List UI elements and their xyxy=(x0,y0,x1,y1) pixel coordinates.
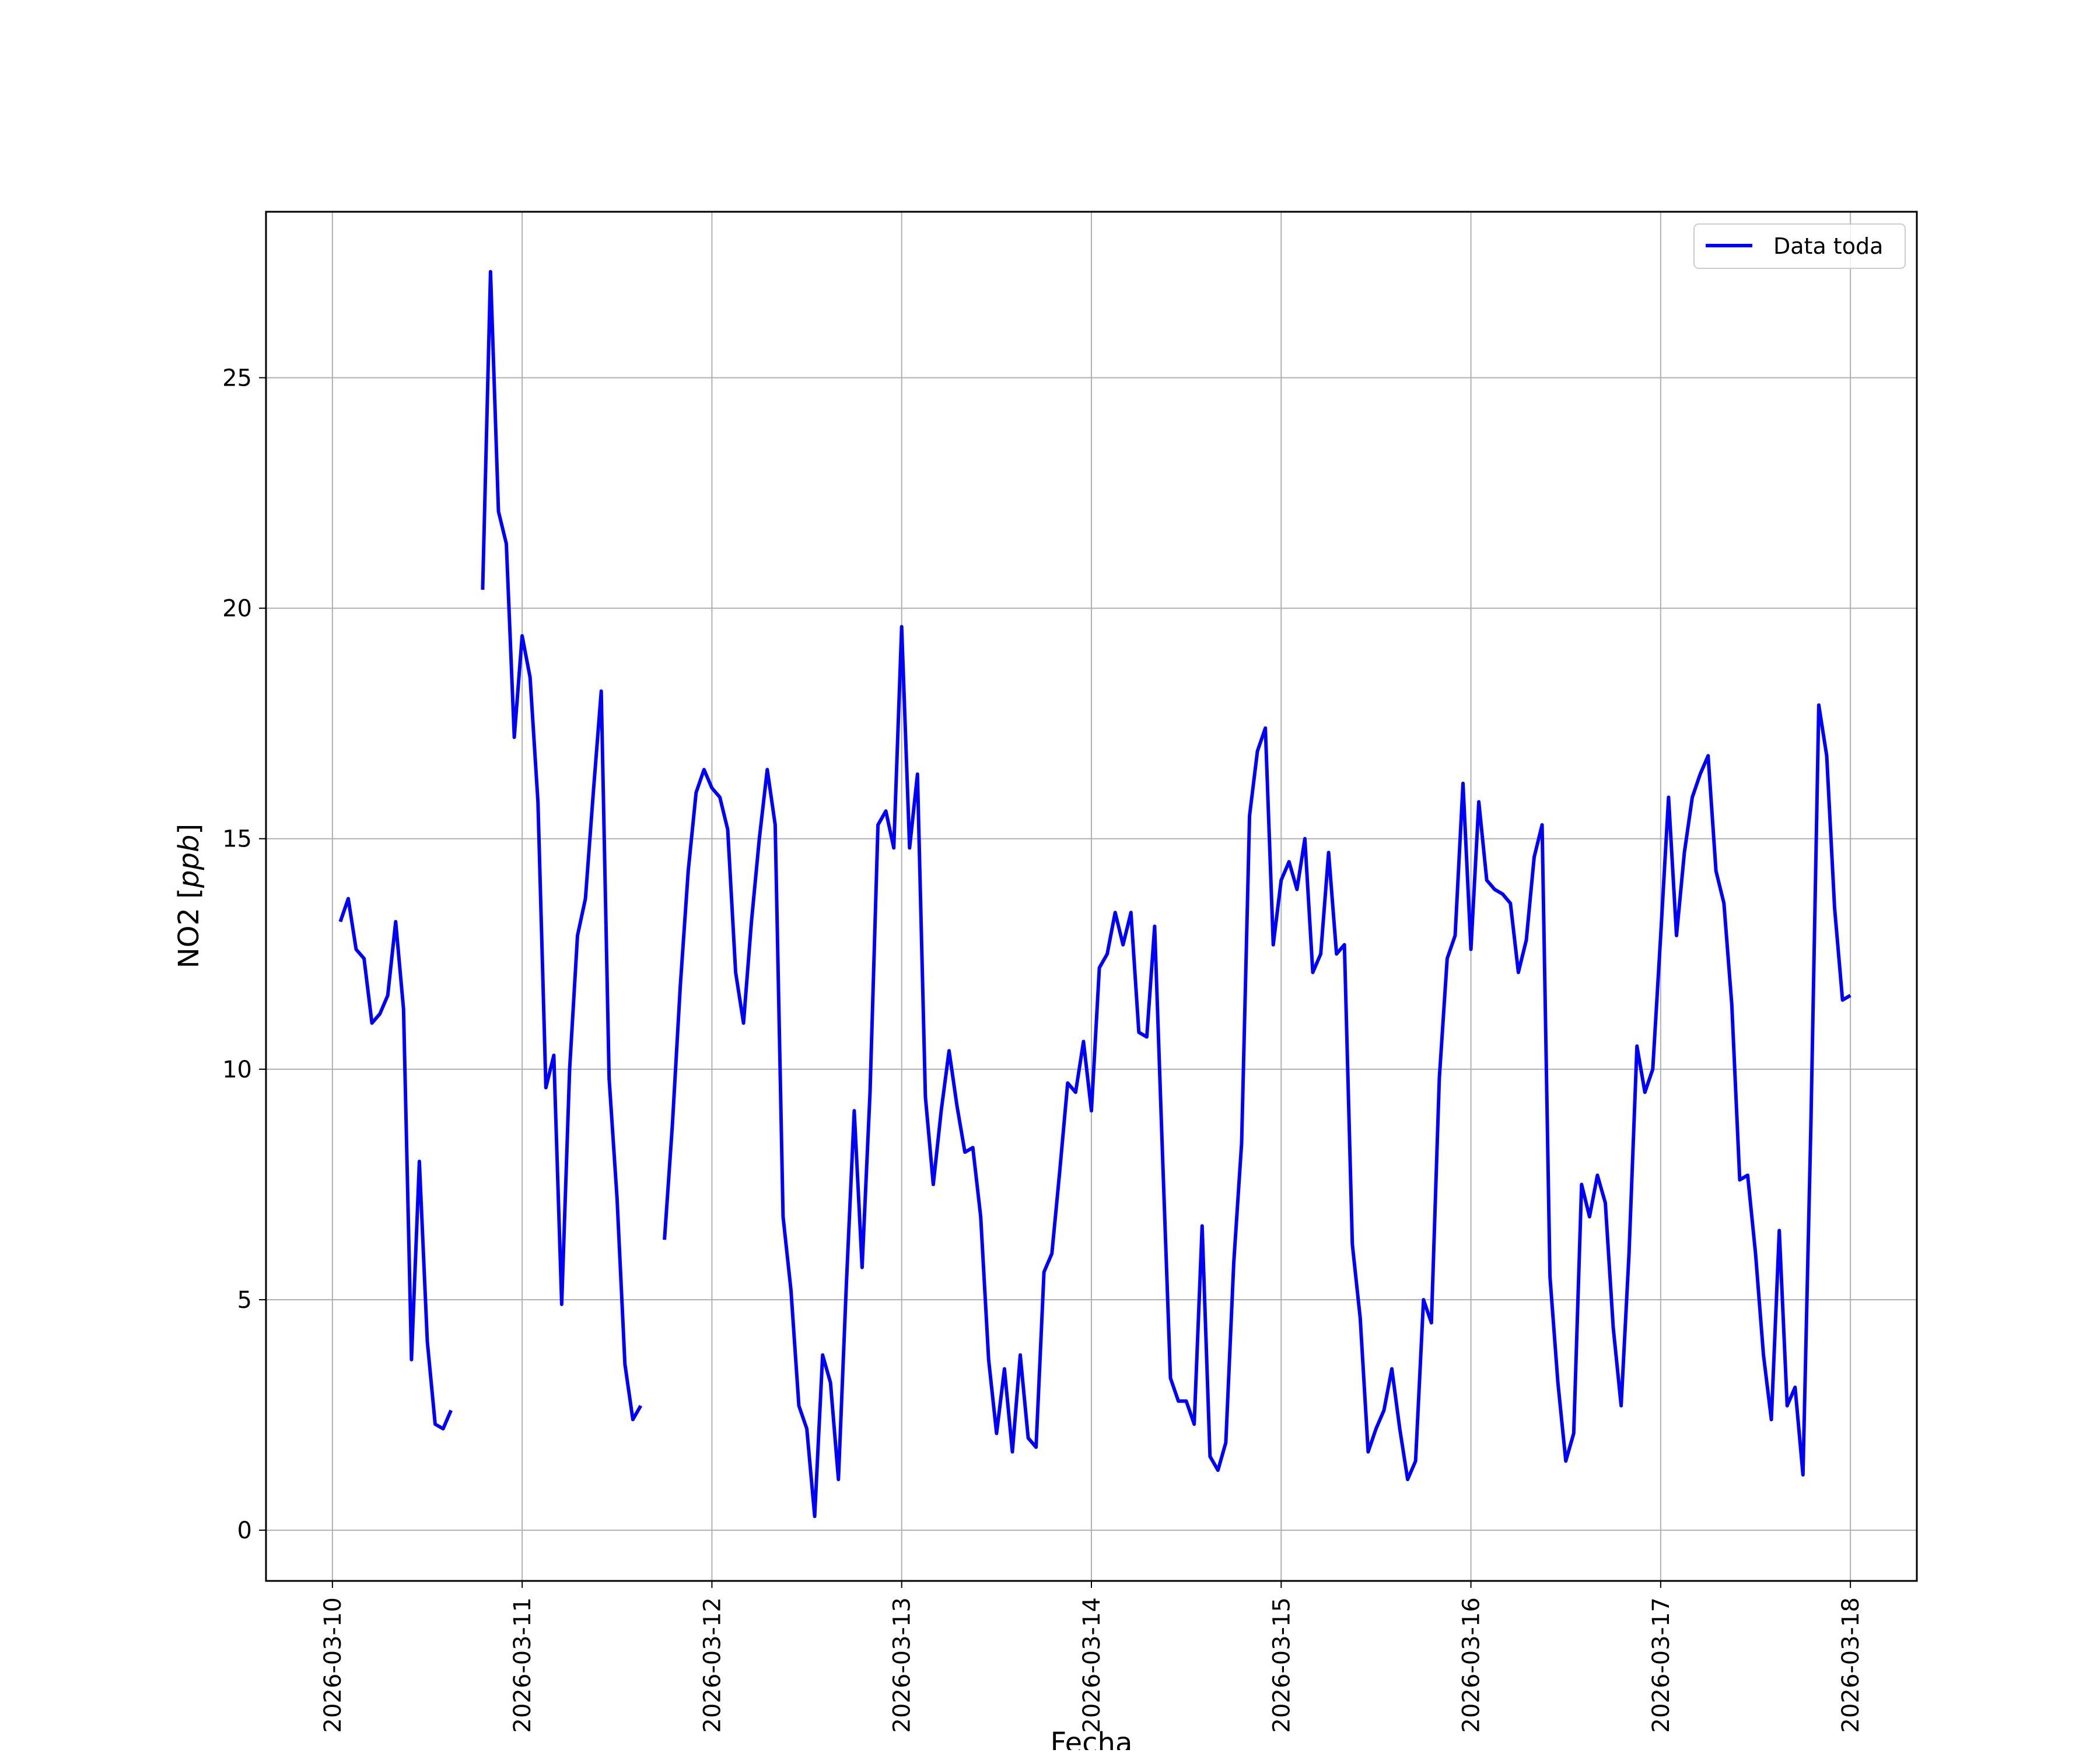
ticks-layer: 2026-03-10 2026-03-11 2026-03-12 2026-03-13… xyxy=(222,365,1864,1733)
x-tick-label: 2026-03-13 xyxy=(889,1597,916,1733)
x-tick-label: 2026-03-15 xyxy=(1268,1597,1295,1733)
x-tick-label: 2026-03-18 xyxy=(1838,1597,1864,1733)
y-tick-label: 20 xyxy=(222,596,252,622)
x-tick-label: 2026-03-11 xyxy=(509,1597,536,1733)
plot-frame xyxy=(265,211,1918,1582)
x-tick-label: 2026-03-10 xyxy=(320,1597,346,1733)
y-tick-label: 15 xyxy=(222,826,252,853)
y-tick-label: 10 xyxy=(222,1056,252,1083)
x-axis-title: Fecha xyxy=(1051,1727,1133,1750)
y-tick-label: 25 xyxy=(222,365,252,391)
series-line-data-toda xyxy=(338,270,1852,1518)
legend: Data toda xyxy=(1693,223,1906,269)
y-axis-title: NO2 [ppb] xyxy=(173,824,205,968)
y-tick-label: 5 xyxy=(237,1287,252,1314)
x-tick-label: 2026-03-12 xyxy=(699,1597,726,1733)
legend-box xyxy=(1693,223,1906,269)
grid-layer xyxy=(266,212,1917,1581)
x-tick-label: 2026-03-14 xyxy=(1079,1597,1105,1733)
y-tick-label: 0 xyxy=(237,1517,252,1544)
x-tick-label: 2026-03-17 xyxy=(1648,1597,1675,1733)
x-tick-label: 2026-03-16 xyxy=(1458,1597,1485,1733)
series-layer xyxy=(338,270,1852,1518)
legend-label: Data toda xyxy=(1773,233,1883,259)
